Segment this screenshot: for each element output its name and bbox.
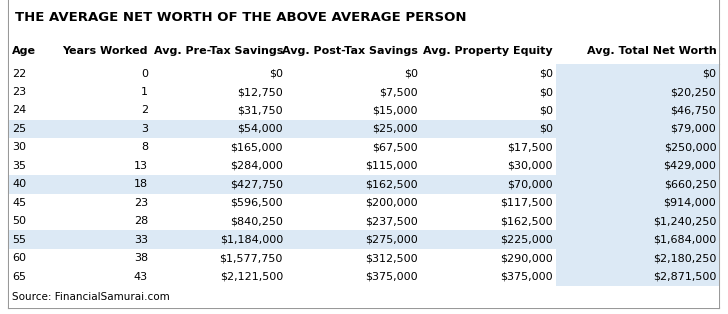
Text: 33: 33 — [134, 235, 148, 245]
Text: Age: Age — [12, 46, 36, 56]
Text: $162,500: $162,500 — [500, 216, 553, 226]
Text: 35: 35 — [12, 161, 26, 171]
Text: $375,000: $375,000 — [365, 272, 418, 282]
Text: THE AVERAGE NET WORTH OF THE ABOVE AVERAGE PERSON: THE AVERAGE NET WORTH OF THE ABOVE AVERA… — [15, 11, 466, 24]
Text: $0: $0 — [269, 68, 283, 78]
Text: $162,500: $162,500 — [365, 179, 418, 189]
Text: 43: 43 — [134, 272, 148, 282]
Text: $31,750: $31,750 — [237, 106, 283, 116]
Text: Avg. Property Equity: Avg. Property Equity — [423, 46, 553, 56]
Text: 23: 23 — [12, 87, 26, 97]
Text: $12,750: $12,750 — [237, 87, 283, 97]
Text: $0: $0 — [539, 87, 553, 97]
Text: 1: 1 — [141, 87, 148, 97]
Text: 50: 50 — [12, 216, 26, 226]
Text: 8: 8 — [141, 142, 148, 152]
Text: $15,000: $15,000 — [373, 106, 418, 116]
Text: 28: 28 — [134, 216, 148, 226]
Text: $200,000: $200,000 — [365, 198, 418, 208]
Text: 38: 38 — [134, 253, 148, 263]
Text: $290,000: $290,000 — [500, 253, 553, 263]
Text: $429,000: $429,000 — [663, 161, 716, 171]
Text: $596,500: $596,500 — [230, 198, 283, 208]
Text: $0: $0 — [404, 68, 418, 78]
Text: $165,000: $165,000 — [231, 142, 283, 152]
Text: 23: 23 — [134, 198, 148, 208]
Text: $2,871,500: $2,871,500 — [653, 272, 716, 282]
Text: 24: 24 — [12, 106, 27, 116]
Text: 65: 65 — [12, 272, 26, 282]
Text: 3: 3 — [141, 124, 148, 134]
Text: $2,121,500: $2,121,500 — [220, 272, 283, 282]
Text: Source: FinancialSamurai.com: Source: FinancialSamurai.com — [12, 292, 170, 302]
Text: $1,684,000: $1,684,000 — [653, 235, 716, 245]
Text: $237,500: $237,500 — [365, 216, 418, 226]
Text: $20,250: $20,250 — [670, 87, 716, 97]
Text: $1,184,000: $1,184,000 — [220, 235, 283, 245]
Text: $117,500: $117,500 — [500, 198, 553, 208]
Text: $7,500: $7,500 — [379, 87, 418, 97]
Text: 25: 25 — [12, 124, 26, 134]
Text: $17,500: $17,500 — [507, 142, 553, 152]
Text: 22: 22 — [12, 68, 27, 78]
Text: $0: $0 — [539, 68, 553, 78]
Text: 55: 55 — [12, 235, 26, 245]
Text: $2,180,250: $2,180,250 — [653, 253, 716, 263]
Text: $46,750: $46,750 — [670, 106, 716, 116]
Text: $79,000: $79,000 — [670, 124, 716, 134]
Text: 30: 30 — [12, 142, 26, 152]
Text: $1,577,750: $1,577,750 — [220, 253, 283, 263]
Text: $115,000: $115,000 — [365, 161, 418, 171]
Text: 40: 40 — [12, 179, 26, 189]
Text: $0: $0 — [703, 68, 716, 78]
Text: Avg. Total Net Worth: Avg. Total Net Worth — [587, 46, 716, 56]
Text: $0: $0 — [539, 106, 553, 116]
Text: $284,000: $284,000 — [230, 161, 283, 171]
Text: 2: 2 — [141, 106, 148, 116]
Text: $375,000: $375,000 — [500, 272, 553, 282]
Text: $70,000: $70,000 — [507, 179, 553, 189]
Text: 13: 13 — [134, 161, 148, 171]
Text: $275,000: $275,000 — [365, 235, 418, 245]
Text: 45: 45 — [12, 198, 26, 208]
Text: $914,000: $914,000 — [664, 198, 716, 208]
Text: $660,250: $660,250 — [664, 179, 716, 189]
Text: $225,000: $225,000 — [500, 235, 553, 245]
Text: Avg. Pre-Tax Savings: Avg. Pre-Tax Savings — [154, 46, 283, 56]
Text: 18: 18 — [134, 179, 148, 189]
Text: $25,000: $25,000 — [372, 124, 418, 134]
Text: 60: 60 — [12, 253, 26, 263]
Text: $427,750: $427,750 — [230, 179, 283, 189]
Text: Years Worked: Years Worked — [63, 46, 148, 56]
Text: $30,000: $30,000 — [507, 161, 553, 171]
Text: $67,500: $67,500 — [372, 142, 418, 152]
Text: $54,000: $54,000 — [237, 124, 283, 134]
Text: $312,500: $312,500 — [365, 253, 418, 263]
Text: Avg. Post-Tax Savings: Avg. Post-Tax Savings — [282, 46, 418, 56]
Text: $0: $0 — [539, 124, 553, 134]
Text: $1,240,250: $1,240,250 — [653, 216, 716, 226]
Text: $250,000: $250,000 — [664, 142, 716, 152]
Text: 0: 0 — [141, 68, 148, 78]
Text: $840,250: $840,250 — [230, 216, 283, 226]
